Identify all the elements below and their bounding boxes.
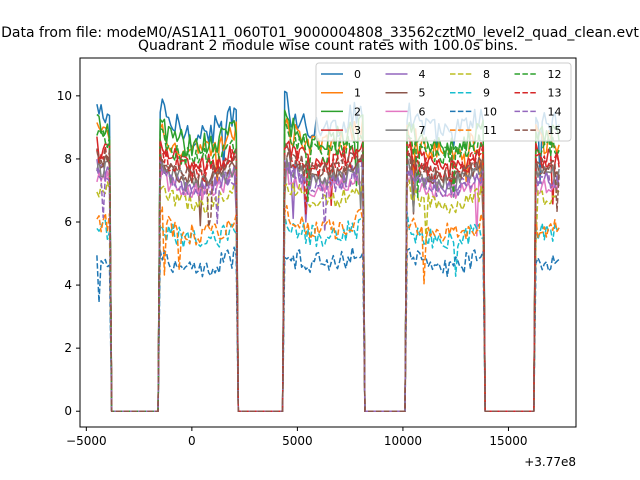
legend-label-0: 0 xyxy=(354,68,361,81)
legend-label-5: 5 xyxy=(419,87,426,100)
series-layer xyxy=(96,90,560,412)
x-tick-label: 15000 xyxy=(489,434,527,448)
legend-label-9: 9 xyxy=(483,87,490,100)
series-line-12 xyxy=(96,119,560,412)
legend-label-13: 13 xyxy=(548,87,562,100)
series-line-14 xyxy=(96,159,560,412)
y-tick-label: 10 xyxy=(57,89,72,103)
x-axis: −5000 0 5000 10000 15000 xyxy=(66,427,528,448)
y-tick-label: 8 xyxy=(64,152,72,166)
legend-label-12: 12 xyxy=(548,68,562,81)
figure-suptitle: Data from file: modeM0/AS1A11_060T01_900… xyxy=(1,25,639,41)
legend-label-8: 8 xyxy=(483,68,490,81)
y-axis: 0 2 4 6 8 10 xyxy=(57,89,80,418)
series-line-11 xyxy=(96,204,560,412)
legend-label-4: 4 xyxy=(419,68,426,81)
series-line-10 xyxy=(96,246,560,412)
series-line-13 xyxy=(96,141,560,412)
legend-label-11: 11 xyxy=(483,124,497,137)
chart-title: Quadrant 2 module wise count rates with … xyxy=(138,38,518,54)
x-tick-label: 5000 xyxy=(282,434,313,448)
legend-label-3: 3 xyxy=(354,124,361,137)
legend-label-1: 1 xyxy=(354,87,361,100)
legend-label-15: 15 xyxy=(548,124,562,137)
y-tick-label: 6 xyxy=(64,215,72,229)
legend-label-10: 10 xyxy=(483,105,497,118)
x-offset-label: +3.77e8 xyxy=(524,455,576,469)
series-line-15 xyxy=(96,148,560,412)
y-tick-label: 2 xyxy=(64,341,72,355)
legend-label-6: 6 xyxy=(419,105,426,118)
x-tick-label: −5000 xyxy=(66,434,107,448)
x-tick-label: 10000 xyxy=(384,434,422,448)
legend-label-2: 2 xyxy=(354,105,361,118)
y-tick-label: 0 xyxy=(64,404,72,418)
legend-frame xyxy=(315,62,572,142)
legend-label-7: 7 xyxy=(419,124,426,137)
series-line-9 xyxy=(96,211,560,412)
legend-label-14: 14 xyxy=(548,105,562,118)
x-tick-label: 0 xyxy=(188,434,196,448)
axes-frame xyxy=(79,57,577,428)
y-tick-label: 4 xyxy=(64,278,72,292)
series-line-8 xyxy=(96,178,560,412)
